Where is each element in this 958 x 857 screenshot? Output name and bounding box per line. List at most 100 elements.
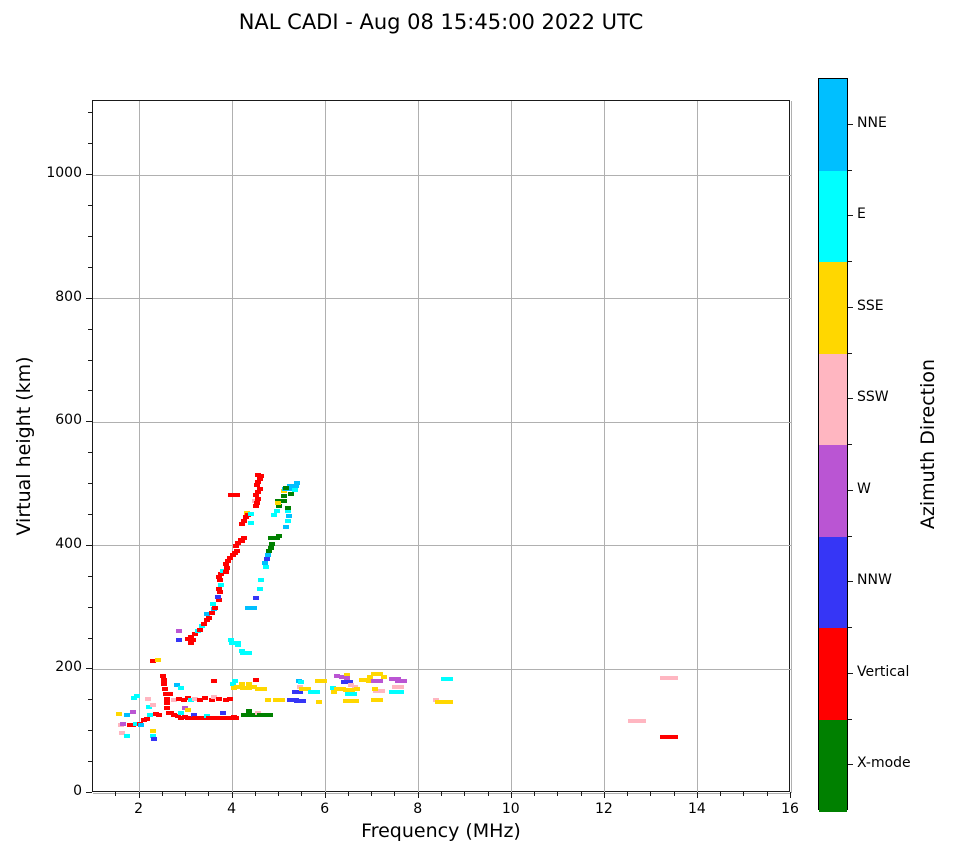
data-point-R	[159, 673, 166, 678]
data-point-X	[280, 494, 287, 499]
data-point-G	[370, 698, 383, 703]
data-point-R	[233, 543, 240, 548]
data-point-C	[391, 690, 404, 695]
data-point-M	[334, 674, 341, 679]
data-point-G	[274, 500, 281, 505]
data-point-G	[234, 684, 241, 689]
data-point-D	[287, 483, 300, 488]
data-point-R	[187, 640, 194, 645]
data-point-G	[254, 687, 267, 692]
data-point-D	[245, 605, 258, 610]
y-tick-label: 400	[55, 535, 82, 552]
data-point-R	[224, 566, 231, 571]
colorbar-segment-X-mode	[819, 719, 847, 812]
colorbar-segment-NNW	[819, 536, 847, 629]
data-point-R	[216, 590, 223, 595]
data-point-C	[273, 508, 280, 513]
colorbar-label: Vertical	[857, 663, 910, 680]
colorbar-title: Azimuth Direction	[917, 358, 939, 530]
data-point-X	[276, 533, 283, 538]
x-axis-label: Frequency (MHz)	[361, 820, 521, 842]
data-point-M	[130, 710, 137, 715]
data-point-P	[118, 731, 125, 736]
data-point-R	[130, 723, 137, 728]
data-point-R	[192, 631, 199, 636]
data-point-R	[143, 716, 150, 721]
data-point-G	[342, 687, 355, 692]
data-point-R	[192, 715, 199, 720]
y-axis-label: Virtual height (km)	[13, 356, 35, 536]
data-point-G	[380, 674, 387, 679]
data-point-G	[343, 672, 350, 677]
data-point-R	[252, 677, 259, 682]
data-point-P	[149, 702, 156, 707]
data-point-R	[204, 618, 210, 622]
x-tick-label: 10	[501, 801, 520, 817]
data-point-G	[185, 707, 192, 712]
data-point-D	[204, 611, 210, 616]
data-point-G	[354, 687, 361, 692]
data-point-P	[210, 695, 217, 700]
data-point-R	[201, 696, 208, 701]
data-point-R	[213, 715, 220, 720]
data-point-G	[371, 686, 378, 691]
data-point-C	[231, 678, 238, 683]
data-point-X	[283, 485, 290, 490]
data-point-M	[181, 705, 188, 710]
chart-title: NAL CADI - Aug 08 15:45:00 2022 UTC	[238, 10, 644, 34]
colorbar-label: W	[857, 480, 871, 497]
data-point-B	[297, 689, 304, 694]
data-point-P	[297, 684, 304, 689]
data-point-R	[163, 697, 170, 702]
data-point-C	[187, 698, 194, 703]
data-point-B	[340, 680, 353, 685]
data-point-R	[255, 472, 262, 477]
colorbar-label: NNW	[857, 572, 892, 589]
data-point-X	[265, 548, 272, 553]
x-tick-label: 12	[594, 801, 613, 817]
data-point-M	[120, 721, 127, 726]
data-point-G	[238, 682, 245, 687]
data-point-M	[370, 679, 383, 684]
data-point-R	[164, 706, 171, 711]
data-point-R	[174, 714, 181, 719]
data-point-D	[137, 723, 144, 728]
data-point-R	[253, 483, 260, 488]
data-point-D	[262, 561, 269, 566]
data-point-C	[248, 511, 255, 516]
colorbar-label: SSE	[857, 297, 884, 314]
data-point-B	[214, 594, 221, 599]
data-point-C	[270, 512, 277, 517]
data-point-C	[228, 638, 235, 643]
data-point-R	[152, 711, 159, 716]
data-point-C	[239, 650, 252, 655]
data-point-C	[308, 689, 321, 694]
data-point-G	[230, 685, 237, 690]
colorbar-label: X-mode	[857, 755, 911, 772]
data-point-B	[175, 638, 182, 643]
data-point-R	[660, 735, 679, 740]
data-point-R	[222, 562, 229, 567]
data-point-R	[220, 715, 227, 720]
colorbar-segment-SSE	[819, 262, 847, 354]
colorbar-segment-Vertical	[819, 628, 847, 720]
data-point-R	[215, 587, 222, 592]
data-point-R	[176, 697, 183, 702]
data-point-G	[150, 729, 157, 734]
colorbar-label: SSW	[857, 389, 889, 406]
data-point-G	[366, 675, 373, 680]
data-point-R	[244, 512, 251, 517]
data-point-C	[298, 680, 305, 685]
data-point-R	[168, 710, 175, 715]
data-point-C	[178, 710, 185, 715]
data-point-R	[197, 698, 204, 703]
data-point-R	[253, 500, 260, 505]
data-point-R	[200, 621, 207, 626]
data-point-R	[255, 496, 262, 501]
data-point-M	[176, 629, 183, 634]
data-point-C	[178, 685, 185, 690]
data-point-C	[145, 704, 152, 709]
data-point-R	[255, 490, 262, 495]
data-point-C	[388, 689, 395, 694]
y-tick-label: 0	[73, 783, 82, 799]
